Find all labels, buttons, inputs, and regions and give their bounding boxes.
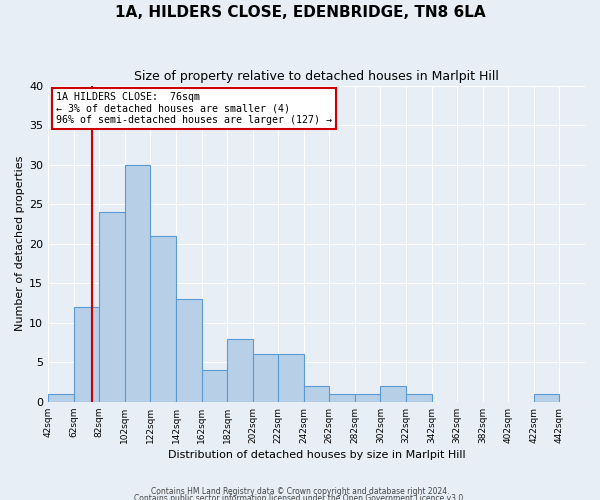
Bar — [74, 307, 99, 402]
Bar — [48, 394, 74, 402]
X-axis label: Distribution of detached houses by size in Marlpit Hill: Distribution of detached houses by size … — [168, 450, 466, 460]
Bar — [304, 386, 329, 402]
Text: Contains HM Land Registry data © Crown copyright and database right 2024.: Contains HM Land Registry data © Crown c… — [151, 487, 449, 496]
Bar — [355, 394, 380, 402]
Bar — [202, 370, 227, 402]
Bar — [125, 164, 151, 402]
Bar — [406, 394, 431, 402]
Bar — [278, 354, 304, 402]
Text: Contains public sector information licensed under the Open Government Licence v3: Contains public sector information licen… — [134, 494, 466, 500]
Text: 1A, HILDERS CLOSE, EDENBRIDGE, TN8 6LA: 1A, HILDERS CLOSE, EDENBRIDGE, TN8 6LA — [115, 5, 485, 20]
Y-axis label: Number of detached properties: Number of detached properties — [15, 156, 25, 332]
Bar — [151, 236, 176, 402]
Bar — [534, 394, 559, 402]
Bar — [329, 394, 355, 402]
Bar — [176, 299, 202, 402]
Bar — [227, 338, 253, 402]
Bar — [253, 354, 278, 402]
Text: 1A HILDERS CLOSE:  76sqm
← 3% of detached houses are smaller (4)
96% of semi-det: 1A HILDERS CLOSE: 76sqm ← 3% of detached… — [56, 92, 332, 125]
Title: Size of property relative to detached houses in Marlpit Hill: Size of property relative to detached ho… — [134, 70, 499, 83]
Bar — [99, 212, 125, 402]
Bar — [380, 386, 406, 402]
